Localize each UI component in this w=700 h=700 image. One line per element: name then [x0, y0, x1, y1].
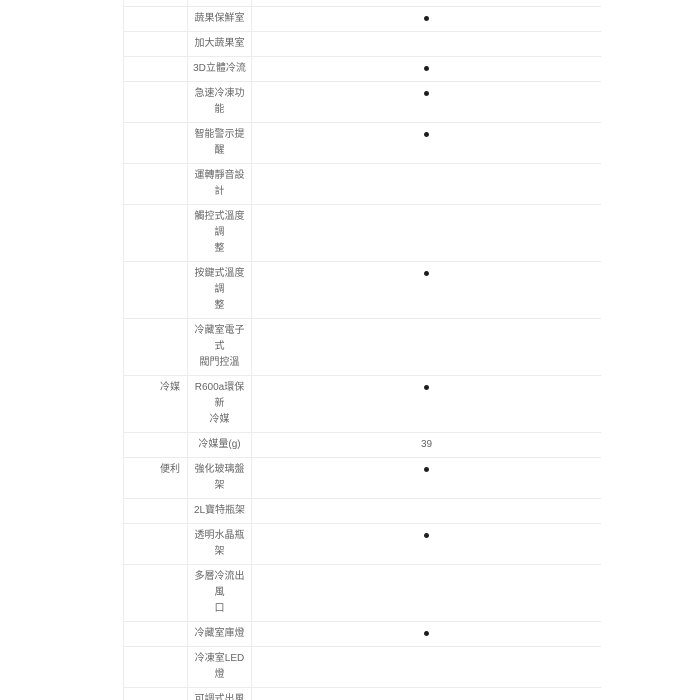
value-cell	[252, 32, 601, 56]
category-cell	[123, 319, 188, 375]
category-cell	[123, 688, 188, 700]
value-cell	[252, 57, 601, 81]
table-row: 3D立體冷流	[123, 56, 601, 81]
table-row: 運轉靜音設計	[123, 163, 601, 204]
value-cell	[252, 82, 601, 122]
value-cell: 39	[420, 439, 433, 450]
value-cell	[252, 7, 601, 31]
category-cell	[123, 82, 188, 122]
feature-name-cell: 加大蔬果室	[188, 32, 252, 56]
value-cell	[252, 647, 601, 687]
category-cell	[123, 0, 188, 6]
feature-name-cell: 多層冷流出風 口	[188, 565, 252, 621]
value-cell	[252, 262, 601, 318]
feature-included-dot-icon	[424, 132, 429, 137]
category-cell	[123, 7, 188, 31]
table-row-partial-top	[123, 0, 601, 6]
category-cell: 便利	[123, 458, 188, 498]
table-row: 冷媒 R600a環保新 冷媒	[123, 375, 601, 432]
feature-name-cell: 強化玻璃盤架	[188, 458, 252, 498]
table-row: 加大蔬果室	[123, 31, 601, 56]
table-row: 按鍵式溫度調 整	[123, 261, 601, 318]
feature-name-cell: 蔬果保鮮室	[188, 7, 252, 31]
feature-name-cell: 透明水晶瓶架	[188, 524, 252, 564]
category-cell	[123, 499, 188, 523]
category-cell	[123, 32, 188, 56]
feature-name-cell: 冷凍室LED燈	[188, 647, 252, 687]
feature-name-cell: 冷藏室電子式 閥門控溫	[188, 319, 252, 375]
value-cell	[252, 205, 601, 261]
table-row: 多層冷流出風 口	[123, 564, 601, 621]
category-cell	[123, 164, 188, 204]
feature-included-dot-icon	[424, 631, 429, 636]
feature-name-cell: 觸控式溫度調 整	[188, 205, 252, 261]
feature-name-cell: R600a環保新 冷媒	[188, 376, 252, 432]
value-cell	[252, 0, 601, 6]
feature-name-cell: 急速冷凍功能	[188, 82, 252, 122]
table-row: 2L寶特瓶架	[123, 498, 601, 523]
table-row: 急速冷凍功能	[123, 81, 601, 122]
category-cell	[123, 57, 188, 81]
value-cell	[252, 123, 601, 163]
feature-name-cell: 冷媒量(g)	[188, 433, 252, 457]
feature-included-dot-icon	[424, 16, 429, 21]
feature-cell	[188, 0, 252, 6]
table-row: 冷媒量(g) 39	[123, 432, 601, 457]
feature-included-dot-icon	[424, 533, 429, 538]
value-cell	[252, 565, 601, 621]
table-row: 蔬果保鮮室	[123, 6, 601, 31]
value-cell	[252, 164, 601, 204]
category-cell	[123, 565, 188, 621]
feature-name-cell: 運轉靜音設計	[188, 164, 252, 204]
feature-included-dot-icon	[424, 385, 429, 390]
feature-name-cell: 2L寶特瓶架	[188, 499, 252, 523]
table-row: 冷藏室電子式 閥門控溫	[123, 318, 601, 375]
value-cell	[252, 458, 601, 498]
feature-included-dot-icon	[424, 66, 429, 71]
table-row: 冷凍室LED燈	[123, 646, 601, 687]
feature-name-cell: 按鍵式溫度調 整	[188, 262, 252, 318]
feature-included-dot-icon	[424, 91, 429, 96]
category-cell	[123, 524, 188, 564]
category-cell	[123, 622, 188, 646]
category-cell: 冷媒	[123, 376, 188, 432]
value-cell	[252, 499, 601, 523]
feature-included-dot-icon	[424, 467, 429, 472]
value-cell	[252, 319, 601, 375]
category-cell	[123, 123, 188, 163]
table-rows: 蔬果保鮮室 加大蔬果室 3D立體冷流 急速冷凍功能 智能警示提醒 運轉靜音設計 觸控式溫度調…	[123, 6, 601, 700]
feature-name-cell: 可調式出風口	[188, 688, 252, 700]
category-cell	[123, 205, 188, 261]
table-row: 冷藏室庫燈	[123, 621, 601, 646]
value-cell	[252, 524, 601, 564]
feature-included-dot-icon	[424, 271, 429, 276]
table-row: 智能警示提醒	[123, 122, 601, 163]
feature-name-cell: 3D立體冷流	[188, 57, 252, 81]
feature-name-cell: 智能警示提醒	[188, 123, 252, 163]
feature-name-cell: 冷藏室庫燈	[188, 622, 252, 646]
product-spec-table: 蔬果保鮮室 加大蔬果室 3D立體冷流 急速冷凍功能 智能警示提醒 運轉靜音設計 觸控式溫度調…	[123, 0, 601, 700]
category-cell	[123, 433, 188, 457]
category-cell	[123, 262, 188, 318]
table-row: 透明水晶瓶架	[123, 523, 601, 564]
table-row: 便利 強化玻璃盤架	[123, 457, 601, 498]
category-cell	[123, 647, 188, 687]
value-cell	[252, 622, 601, 646]
table-row: 觸控式溫度調 整	[123, 204, 601, 261]
value-cell	[252, 376, 601, 432]
table-row: 可調式出風口	[123, 687, 601, 700]
value-cell	[252, 688, 601, 700]
